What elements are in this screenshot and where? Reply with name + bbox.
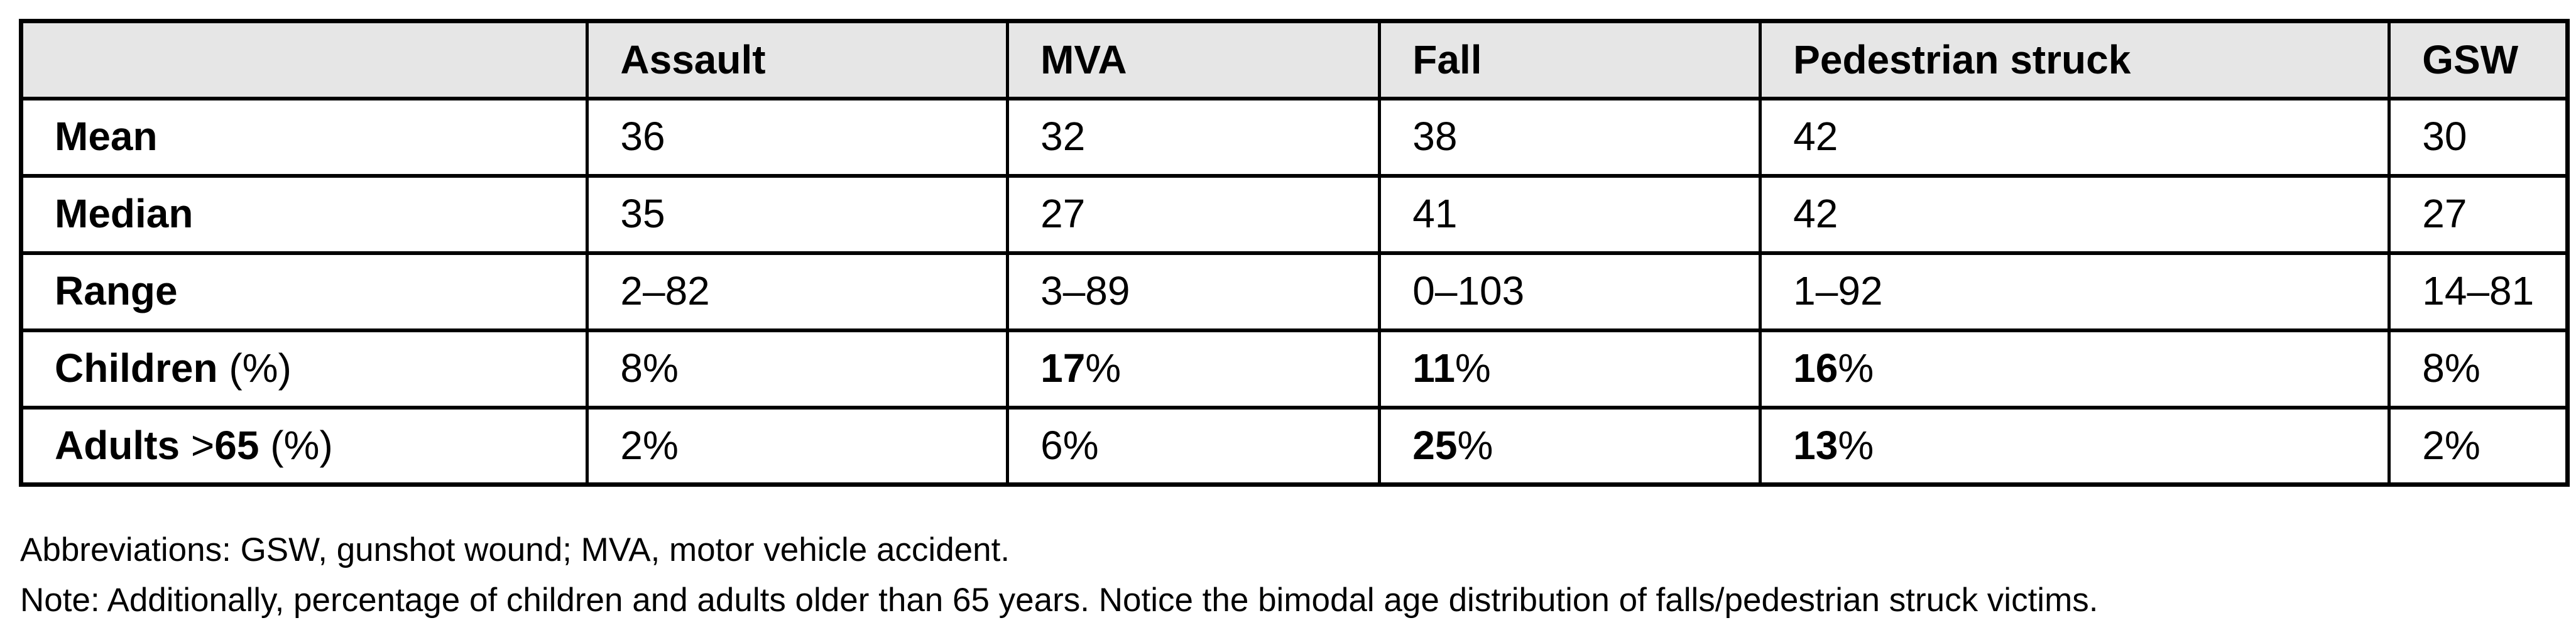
- row-label-mean: Mean: [19, 96, 589, 178]
- text-part: %: [1454, 345, 1491, 391]
- row-label-adults-over-65-pct: Adults >65 (%): [19, 405, 589, 487]
- table-row-median: Median 35 27 41 42 27: [19, 173, 2569, 255]
- text-part: 42: [1793, 191, 1838, 237]
- table-note: Note: Additionally, percentage of childr…: [20, 582, 2098, 619]
- text-part: 2%: [2422, 423, 2480, 469]
- row-label-range: Range: [19, 251, 589, 332]
- text-part: 41: [1412, 191, 1458, 237]
- cell-adults-over-65-pct-pedestrian-struck: 13%: [1759, 405, 2391, 487]
- cell-children-pct-fall: 11%: [1378, 328, 1762, 410]
- text-part: >: [190, 423, 215, 469]
- cell-range-mva: 3–89: [1006, 251, 1382, 332]
- text-part: 17: [1040, 345, 1086, 391]
- text-part: Mean: [55, 114, 158, 160]
- column-header-gsw: GSW: [2388, 19, 2569, 100]
- text-part: Median: [55, 191, 194, 237]
- text-part: 32: [1040, 114, 1086, 160]
- cell-mean-mva: 32: [1006, 96, 1382, 178]
- cell-range-gsw: 14–81: [2388, 251, 2569, 332]
- cell-adults-over-65-pct-assault: 2%: [586, 405, 1010, 487]
- text-part: Adults: [55, 423, 191, 469]
- text-part: 30: [2422, 114, 2467, 160]
- text-part: Pedestrian struck: [1793, 36, 2131, 82]
- text-part: 11: [1412, 345, 1455, 391]
- row-label-median: Median: [19, 173, 589, 255]
- text-part: 27: [2422, 191, 2467, 237]
- column-header-blank: [19, 19, 589, 100]
- text-part: 2–82: [620, 268, 710, 314]
- text-part: 42: [1793, 114, 1838, 160]
- text-part: 35: [620, 191, 665, 237]
- row-label-children-pct: Children (%): [19, 328, 589, 410]
- text-part: Assault: [620, 36, 766, 82]
- cell-children-pct-assault: 8%: [586, 328, 1010, 410]
- cell-children-pct-gsw: 8%: [2388, 328, 2569, 410]
- text-part: 6%: [1040, 423, 1099, 469]
- text-part: (%): [229, 345, 292, 391]
- cell-range-assault: 2–82: [586, 251, 1010, 332]
- text-part: 65: [214, 423, 259, 469]
- text-part: Fall: [1412, 36, 1482, 82]
- text-part: 13: [1793, 423, 1838, 469]
- text-part: 27: [1040, 191, 1086, 237]
- column-header-mva: MVA: [1006, 19, 1382, 100]
- text-part: (%): [259, 423, 333, 469]
- cell-mean-pedestrian-struck: 42: [1759, 96, 2391, 178]
- text-part: 2%: [620, 423, 679, 469]
- table-row-children-pct: Children (%) 8% 17% 11% 16% 8%: [19, 328, 2569, 410]
- text-part: 8%: [620, 345, 679, 391]
- column-header-assault: Assault: [586, 19, 1010, 100]
- text-part: 3–89: [1040, 268, 1130, 314]
- text-part: %: [1457, 423, 1493, 469]
- column-header-fall: Fall: [1378, 19, 1762, 100]
- table-header-row: Assault MVA Fall Pedestrian struck GSW: [19, 19, 2569, 100]
- text-part: 14–81: [2422, 268, 2535, 314]
- cell-mean-gsw: 30: [2388, 96, 2569, 178]
- cell-adults-over-65-pct-gsw: 2%: [2388, 405, 2569, 487]
- text-part: 36: [620, 114, 665, 160]
- cell-mean-assault: 36: [586, 96, 1010, 178]
- text-part: GSW: [2422, 36, 2519, 82]
- cell-adults-over-65-pct-mva: 6%: [1006, 405, 1382, 487]
- text-part: 16: [1793, 345, 1838, 391]
- cell-children-pct-pedestrian-struck: 16%: [1759, 328, 2391, 410]
- cell-median-assault: 35: [586, 173, 1010, 255]
- text-part: %: [1838, 345, 1874, 391]
- column-header-pedestrian-struck: Pedestrian struck: [1759, 19, 2391, 100]
- text-part: 1–92: [1793, 268, 1883, 314]
- table-body: Mean 36 32 38 42 30 Median 35 27 41 42 27 Range 2–82 3…: [19, 96, 2569, 487]
- table-row-adults-over-65-pct: Adults >65 (%) 2% 6% 25% 13% 2%: [19, 405, 2569, 487]
- footnotes: Abbreviations: GSW, gunshot wound; MVA, …: [20, 525, 2098, 626]
- cell-children-pct-mva: 17%: [1006, 328, 1382, 410]
- table-header: Assault MVA Fall Pedestrian struck GSW: [19, 19, 2569, 100]
- abbreviations-note: Abbreviations: GSW, gunshot wound; MVA, …: [20, 531, 1010, 568]
- text-part: %: [1085, 345, 1122, 391]
- text-part: Range: [55, 268, 178, 314]
- cell-median-gsw: 27: [2388, 173, 2569, 255]
- cell-adults-over-65-pct-fall: 25%: [1378, 405, 1762, 487]
- text-part: 8%: [2422, 345, 2480, 391]
- cell-range-pedestrian-struck: 1–92: [1759, 251, 2391, 332]
- table-row-range: Range 2–82 3–89 0–103 1–92 14–81: [19, 251, 2569, 332]
- cell-range-fall: 0–103: [1378, 251, 1762, 332]
- cell-median-pedestrian-struck: 42: [1759, 173, 2391, 255]
- cell-median-fall: 41: [1378, 173, 1762, 255]
- text-part: MVA: [1040, 36, 1127, 82]
- text-part: 25: [1412, 423, 1458, 469]
- text-part: 38: [1412, 114, 1458, 160]
- cell-mean-fall: 38: [1378, 96, 1762, 178]
- text-part: %: [1838, 423, 1874, 469]
- text-part: 0–103: [1412, 268, 1525, 314]
- cell-median-mva: 27: [1006, 173, 1382, 255]
- text-part: Children: [55, 345, 229, 391]
- table-row-mean: Mean 36 32 38 42 30: [19, 96, 2569, 178]
- age-statistics-table: Assault MVA Fall Pedestrian struck GSW Mean 3…: [19, 19, 2570, 487]
